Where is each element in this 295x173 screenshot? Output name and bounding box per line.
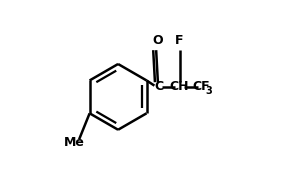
Text: Me: Me (63, 136, 84, 149)
Text: C: C (154, 80, 163, 93)
Text: O: O (153, 34, 163, 47)
Text: CF: CF (192, 80, 210, 93)
Text: CH: CH (170, 80, 189, 93)
Text: 3: 3 (206, 86, 212, 96)
Text: F: F (175, 34, 184, 47)
